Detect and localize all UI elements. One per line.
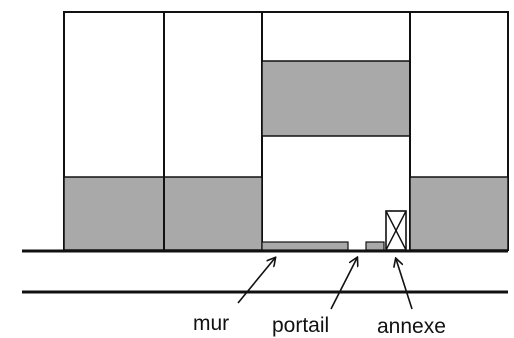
middle-building [261,11,411,137]
arrow-portail [330,258,357,310]
label-mur: mur [193,312,230,335]
arrow-mur [237,258,275,304]
annexe-box [385,210,407,251]
portail-pillar [365,241,385,251]
mur-wall [261,241,349,251]
right-building-ground-floor [409,176,509,251]
label-annexe: annexe [377,315,446,338]
right-building [409,11,509,251]
label-portail: portail [272,314,330,337]
middle-building-grey-band [261,60,411,137]
left-building [63,11,263,251]
arrow-annexe [396,259,413,310]
